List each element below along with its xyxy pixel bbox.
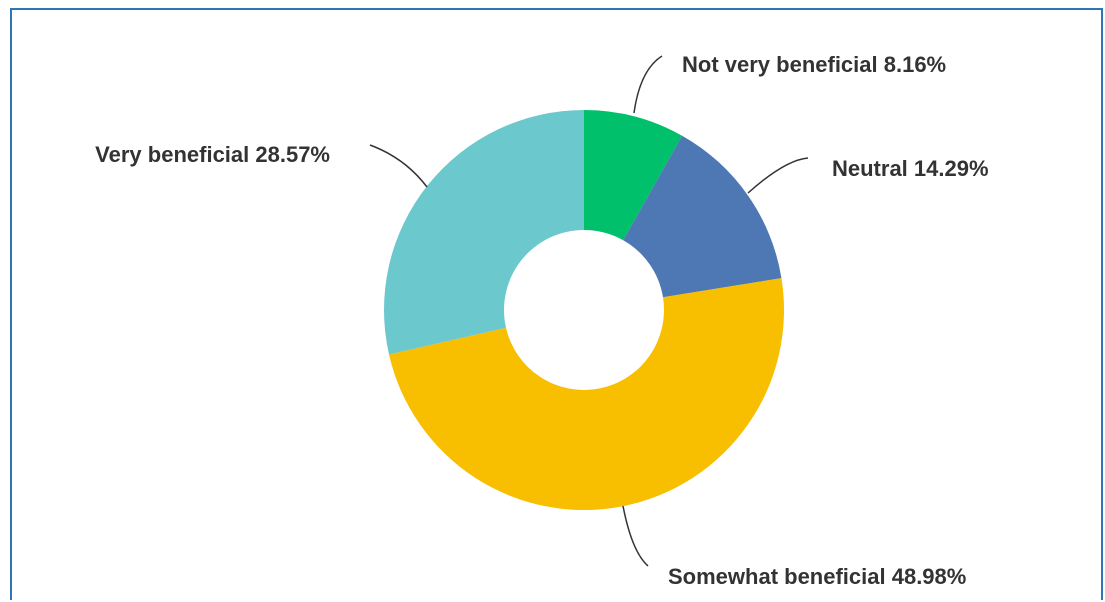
slice-not-very-beneficial [584,110,683,241]
slice-very-beneficial [384,110,584,355]
donut-slices [384,110,785,510]
leader-line-somewhat-beneficial [622,505,649,567]
leader-line-not-very-beneficial [633,55,663,114]
leader-line-neutral [747,157,809,194]
slice-label-not-very-beneficial: Not very beneficial 8.16% [682,52,946,77]
chart-frame [10,8,1103,600]
slice-label-somewhat-beneficial: Somewhat beneficial 48.98% [668,564,966,589]
slice-label-very-beneficial: Very beneficial 28.57% [95,142,330,167]
leader-line-very-beneficial [369,144,428,188]
slice-label-neutral: Neutral 14.29% [832,156,989,181]
leader-lines [369,55,809,567]
slice-labels: Not very beneficial 8.16% Neutral 14.29% S… [95,52,988,589]
slice-somewhat-beneficial [389,278,785,510]
slice-neutral [623,135,782,298]
